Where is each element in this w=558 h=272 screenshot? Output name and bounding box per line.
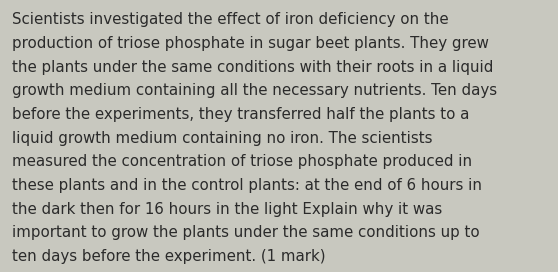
- Text: these plants and in the control plants: at the end of 6 hours in: these plants and in the control plants: …: [12, 178, 482, 193]
- Text: growth medium containing all the necessary nutrients. Ten days: growth medium containing all the necessa…: [12, 83, 497, 98]
- Text: liquid growth medium containing no iron. The scientists: liquid growth medium containing no iron.…: [12, 131, 433, 146]
- Text: the dark then for 16 hours in the light Explain why it was: the dark then for 16 hours in the light …: [12, 202, 442, 217]
- Text: measured the concentration of triose phosphate produced in: measured the concentration of triose pho…: [12, 154, 473, 169]
- Text: production of triose phosphate in sugar beet plants. They grew: production of triose phosphate in sugar …: [12, 36, 489, 51]
- Text: before the experiments, they transferred half the plants to a: before the experiments, they transferred…: [12, 107, 470, 122]
- Text: ten days before the experiment. (1 mark): ten days before the experiment. (1 mark): [12, 249, 326, 264]
- Text: important to grow the plants under the same conditions up to: important to grow the plants under the s…: [12, 225, 480, 240]
- Text: Scientists investigated the effect of iron deficiency on the: Scientists investigated the effect of ir…: [12, 12, 449, 27]
- Text: the plants under the same conditions with their roots in a liquid: the plants under the same conditions wit…: [12, 60, 494, 75]
